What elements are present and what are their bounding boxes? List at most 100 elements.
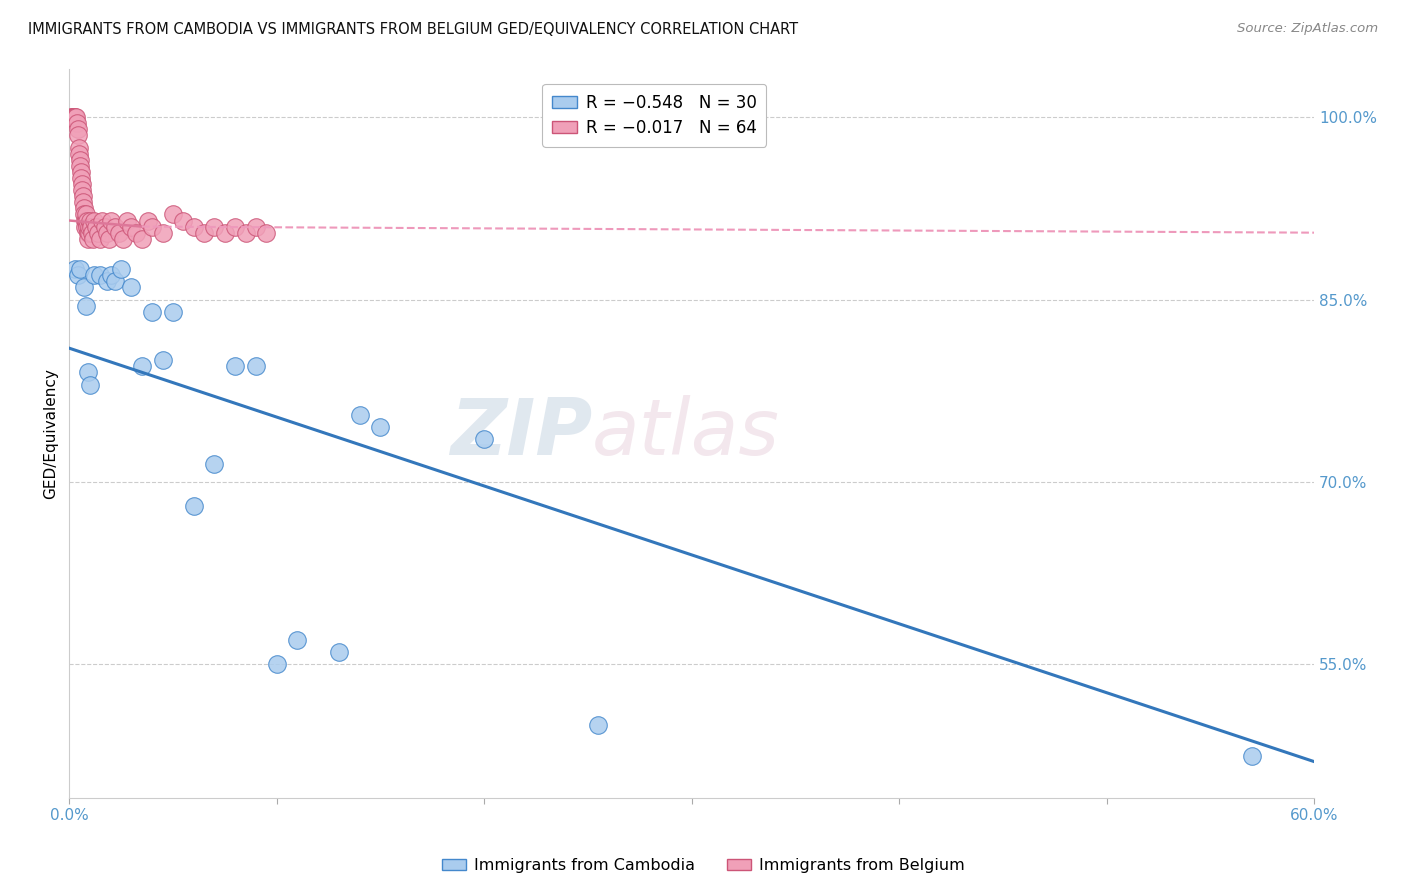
Text: ZIP: ZIP (450, 395, 592, 471)
Point (97, 232, 120, 246)
Point (69, 153, 91, 167)
Point (121, 219, 143, 234)
Point (70, 177, 93, 191)
Point (67, 140, 90, 154)
Point (80, 226, 103, 240)
Point (328, 645, 350, 659)
Point (63, 110, 86, 124)
Point (193, 226, 215, 240)
Point (60, 110, 83, 124)
Point (96, 226, 118, 240)
Text: IMMIGRANTS FROM CAMBODIA VS IMMIGRANTS FROM BELGIUM GED/EQUIVALENCY CORRELATION : IMMIGRANTS FROM CAMBODIA VS IMMIGRANTS F… (28, 22, 799, 37)
Point (172, 213, 194, 227)
Point (235, 226, 257, 240)
Point (75, 207, 97, 221)
Point (349, 408, 371, 422)
Point (104, 219, 127, 234)
Point (73, 207, 96, 221)
Point (370, 420, 392, 434)
Point (121, 280, 143, 294)
Point (287, 632, 309, 647)
Point (66, 116, 89, 130)
Point (141, 304, 163, 318)
Point (77, 232, 100, 246)
Point (65, 262, 87, 277)
Point (100, 213, 122, 227)
Point (75, 299, 97, 313)
Point (245, 359, 267, 374)
Point (152, 353, 174, 368)
Point (79, 213, 101, 227)
Point (124, 226, 146, 240)
Point (72, 195, 94, 210)
Point (93, 219, 115, 234)
Point (131, 359, 153, 374)
Point (62, 110, 84, 124)
Point (100, 268, 122, 283)
Point (83, 213, 105, 227)
Point (79, 377, 101, 392)
Point (77, 226, 100, 240)
Point (69, 159, 91, 173)
Point (73, 213, 96, 227)
Point (69, 262, 91, 277)
Point (82, 232, 104, 246)
Point (83, 268, 105, 283)
Point (117, 213, 139, 227)
Point (76, 219, 98, 234)
Point (70, 170, 93, 185)
Point (108, 226, 131, 240)
Point (75, 219, 97, 234)
Point (91, 213, 114, 227)
Point (66, 268, 89, 283)
Point (152, 226, 174, 240)
Point (214, 226, 236, 240)
Point (96, 274, 118, 288)
Y-axis label: GED/Equivalency: GED/Equivalency (44, 368, 58, 499)
Point (204, 457, 226, 471)
Point (162, 304, 184, 318)
Point (1240, 748, 1263, 763)
Point (224, 219, 246, 234)
Point (73, 202, 96, 216)
Point (141, 219, 163, 234)
Point (70, 183, 93, 197)
Legend: R = −0.548   N = 30, R = −0.017   N = 64: R = −0.548 N = 30, R = −0.017 N = 64 (543, 84, 766, 147)
Point (204, 219, 226, 234)
Point (183, 500, 205, 514)
Point (112, 232, 135, 246)
Point (65, 110, 87, 124)
Point (66, 128, 89, 143)
Point (183, 219, 205, 234)
Point (80, 219, 103, 234)
Text: Source: ZipAtlas.com: Source: ZipAtlas.com (1237, 22, 1378, 36)
Point (588, 718, 610, 732)
Legend: Immigrants from Cambodia, Immigrants from Belgium: Immigrants from Cambodia, Immigrants fro… (436, 852, 970, 880)
Point (110, 262, 132, 277)
Point (224, 359, 246, 374)
Point (84, 219, 107, 234)
Point (75, 213, 97, 227)
Point (89, 268, 111, 283)
Point (76, 213, 98, 227)
Point (77, 366, 100, 380)
Point (60, 110, 83, 124)
Point (87, 226, 110, 240)
Point (162, 207, 184, 221)
Point (104, 274, 127, 288)
Point (89, 232, 111, 246)
Point (66, 122, 89, 136)
Point (131, 232, 153, 246)
Point (245, 219, 267, 234)
Point (79, 219, 101, 234)
Point (69, 165, 91, 179)
Point (65, 110, 87, 124)
Point (472, 433, 495, 447)
Point (72, 189, 94, 203)
Point (67, 146, 90, 161)
Point (266, 657, 288, 672)
Point (136, 213, 159, 227)
Point (73, 280, 96, 294)
Text: atlas: atlas (592, 395, 780, 471)
Point (77, 226, 100, 240)
